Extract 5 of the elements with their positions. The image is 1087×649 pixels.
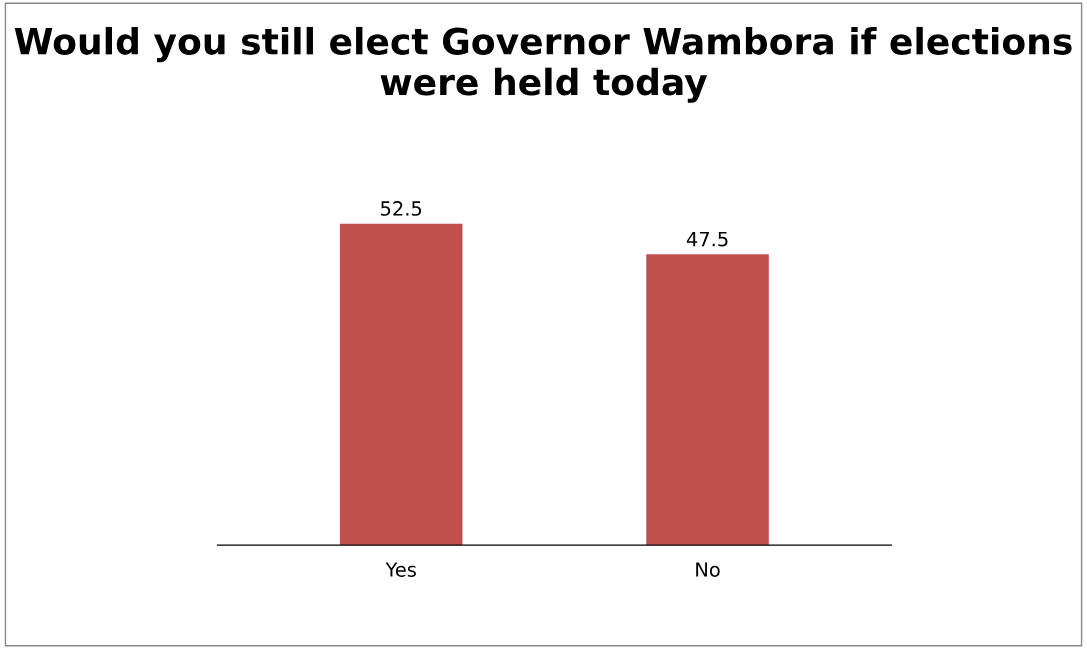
x-tick-label: Yes [385, 562, 416, 577]
data-label: 52.5 [381, 201, 422, 216]
data-label: 47.5 [686, 231, 728, 247]
chart-title: Would you still elect Governor Wambora if elections were held today [14, 26, 1072, 103]
x-tick-label: No [696, 562, 720, 577]
